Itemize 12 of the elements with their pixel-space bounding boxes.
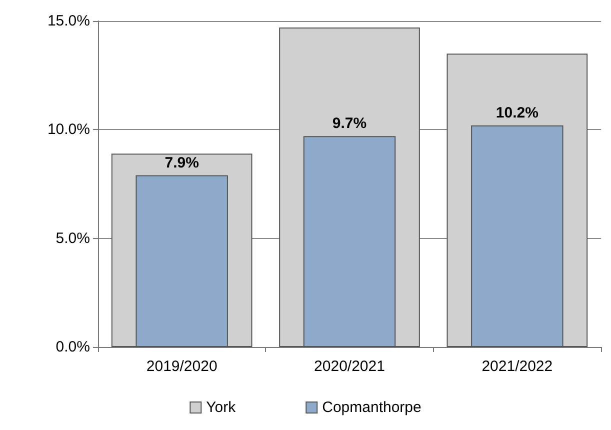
y-tick-label: 10.0% [47,121,90,138]
x-tick-label: 2021/2022 [482,358,553,375]
data-label: 7.9% [164,154,199,172]
x-tick-label: 2020/2021 [314,358,385,375]
y-tick-label: 15.0% [47,12,90,30]
data-label: 10.2% [496,104,538,122]
y-tick-label: 0.0% [56,338,90,356]
data-label: 9.7% [332,115,367,132]
x-tick-label: 2019/2020 [146,358,218,375]
legend-label: Copmanthorpe [322,399,422,416]
y-tick-label: 5.0% [56,230,90,247]
legend-label: York [206,399,236,416]
